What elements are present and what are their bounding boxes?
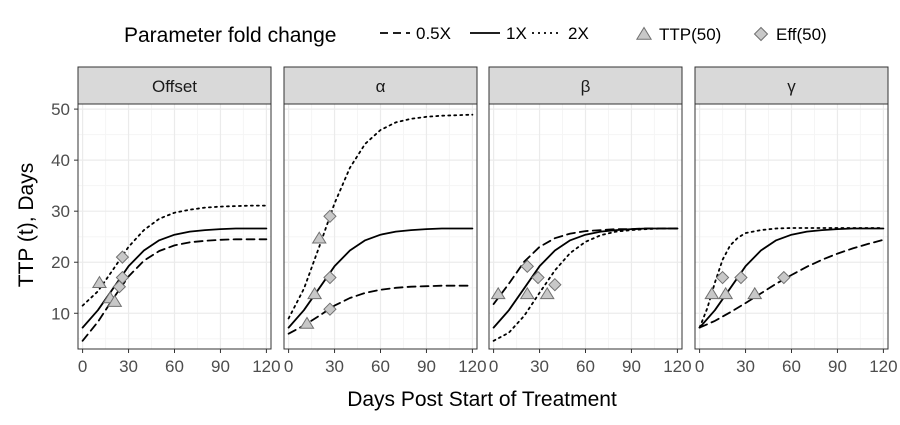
eff50-point (548, 277, 562, 292)
x-tick-label: 30 (736, 357, 755, 376)
x-tick-label: 90 (211, 357, 230, 376)
legend-diamond-marker (753, 26, 769, 42)
ttp50-point (299, 316, 315, 329)
x-tick-label: 60 (576, 357, 595, 376)
ttp50-point (107, 294, 123, 307)
x-tick-label: 90 (417, 357, 436, 376)
ttp50-point (307, 286, 323, 300)
x-tick-label: 120 (252, 357, 280, 376)
y-tick-label: 50 (51, 100, 70, 119)
ttp50-point (91, 275, 107, 288)
series-line-2X (287, 113, 474, 320)
x-tick-label: 120 (663, 357, 691, 376)
eff50-point (115, 250, 130, 264)
series-line-2X (698, 227, 885, 329)
facet-panels: Offset 0 30 60 90 120 10 20 30 40 50 α 0 30 60 90 120 β 0 3… (51, 66, 898, 376)
ttp50-point (539, 286, 555, 300)
facet-strip-label: β (581, 77, 591, 96)
legend-label-triangle: TTP(50) (659, 25, 721, 44)
legend-label-2X: 2X (568, 24, 589, 43)
ttp50-point (519, 286, 535, 300)
series-line-0.5X (287, 284, 474, 335)
x-axis-label: Days Post Start of Treatment (347, 388, 617, 411)
ttp50-point (747, 286, 763, 300)
x-tick-label: 60 (371, 357, 390, 376)
x-tick-label: 0 (695, 357, 704, 376)
y-tick-label: 40 (51, 151, 70, 170)
y-tick-label: 30 (51, 202, 70, 221)
x-tick-label: 0 (78, 357, 87, 376)
facet-strip (77, 66, 272, 105)
eff50-point (777, 270, 791, 285)
ttp50-point (490, 286, 506, 300)
eff50-point (520, 259, 535, 274)
legend-label-0.5X: 0.5X (416, 24, 451, 43)
x-tick-label: 120 (869, 357, 897, 376)
eff50-point (734, 270, 748, 285)
y-tick-label: 20 (51, 253, 70, 272)
x-tick-label: 0 (489, 357, 498, 376)
x-tick-label: 120 (458, 357, 486, 376)
legend-title: Parameter fold change (124, 24, 336, 47)
eff50-point (323, 270, 337, 285)
facet-panel-2: β 0 30 60 90 120 (488, 66, 692, 376)
facet-strip-label: γ (787, 77, 796, 96)
series-line-1X (287, 227, 474, 329)
legend-triangle-marker (635, 26, 653, 40)
y-axis-label: TTP (t), Days (15, 163, 38, 287)
eff50-point (323, 209, 337, 223)
x-tick-label: 60 (165, 357, 184, 376)
facet-strip (488, 66, 683, 105)
y-tick-label: 10 (51, 304, 70, 323)
facet-strip-label: α (376, 77, 386, 96)
ttp50-point (704, 286, 720, 300)
x-tick-label: 30 (119, 357, 138, 376)
eff50-point (115, 270, 130, 285)
legend-label-1X: 1X (506, 24, 527, 43)
facet-strip (694, 66, 889, 105)
eff50-point (715, 270, 730, 285)
legend: Parameter fold change 0.5X 1X 2X TTP(50) Eff… (124, 24, 827, 47)
series-line-1X (81, 227, 268, 329)
eff50-point (531, 270, 545, 285)
facet-strip-label: Offset (152, 77, 197, 96)
x-tick-label: 60 (782, 357, 801, 376)
x-tick-label: 30 (325, 357, 344, 376)
x-tick-label: 90 (622, 357, 641, 376)
facet-strip (283, 66, 478, 105)
series-line-2X (492, 227, 679, 342)
series-line-2X (81, 204, 268, 307)
x-tick-label: 30 (530, 357, 549, 376)
series-line-0.5X (698, 238, 885, 329)
ttp50-point (311, 231, 327, 244)
facet-panel-1: α 0 30 60 90 120 (283, 66, 487, 376)
x-tick-label: 90 (828, 357, 847, 376)
x-tick-label: 0 (284, 357, 293, 376)
eff50-point (323, 302, 337, 316)
ttp50-point (718, 286, 734, 300)
legend-label-diamond: Eff(50) (776, 25, 827, 44)
facet-panel-3: γ 0 30 60 90 120 (694, 66, 898, 376)
facet-panel-0: Offset 0 30 60 90 120 10 20 30 40 50 (51, 66, 281, 376)
